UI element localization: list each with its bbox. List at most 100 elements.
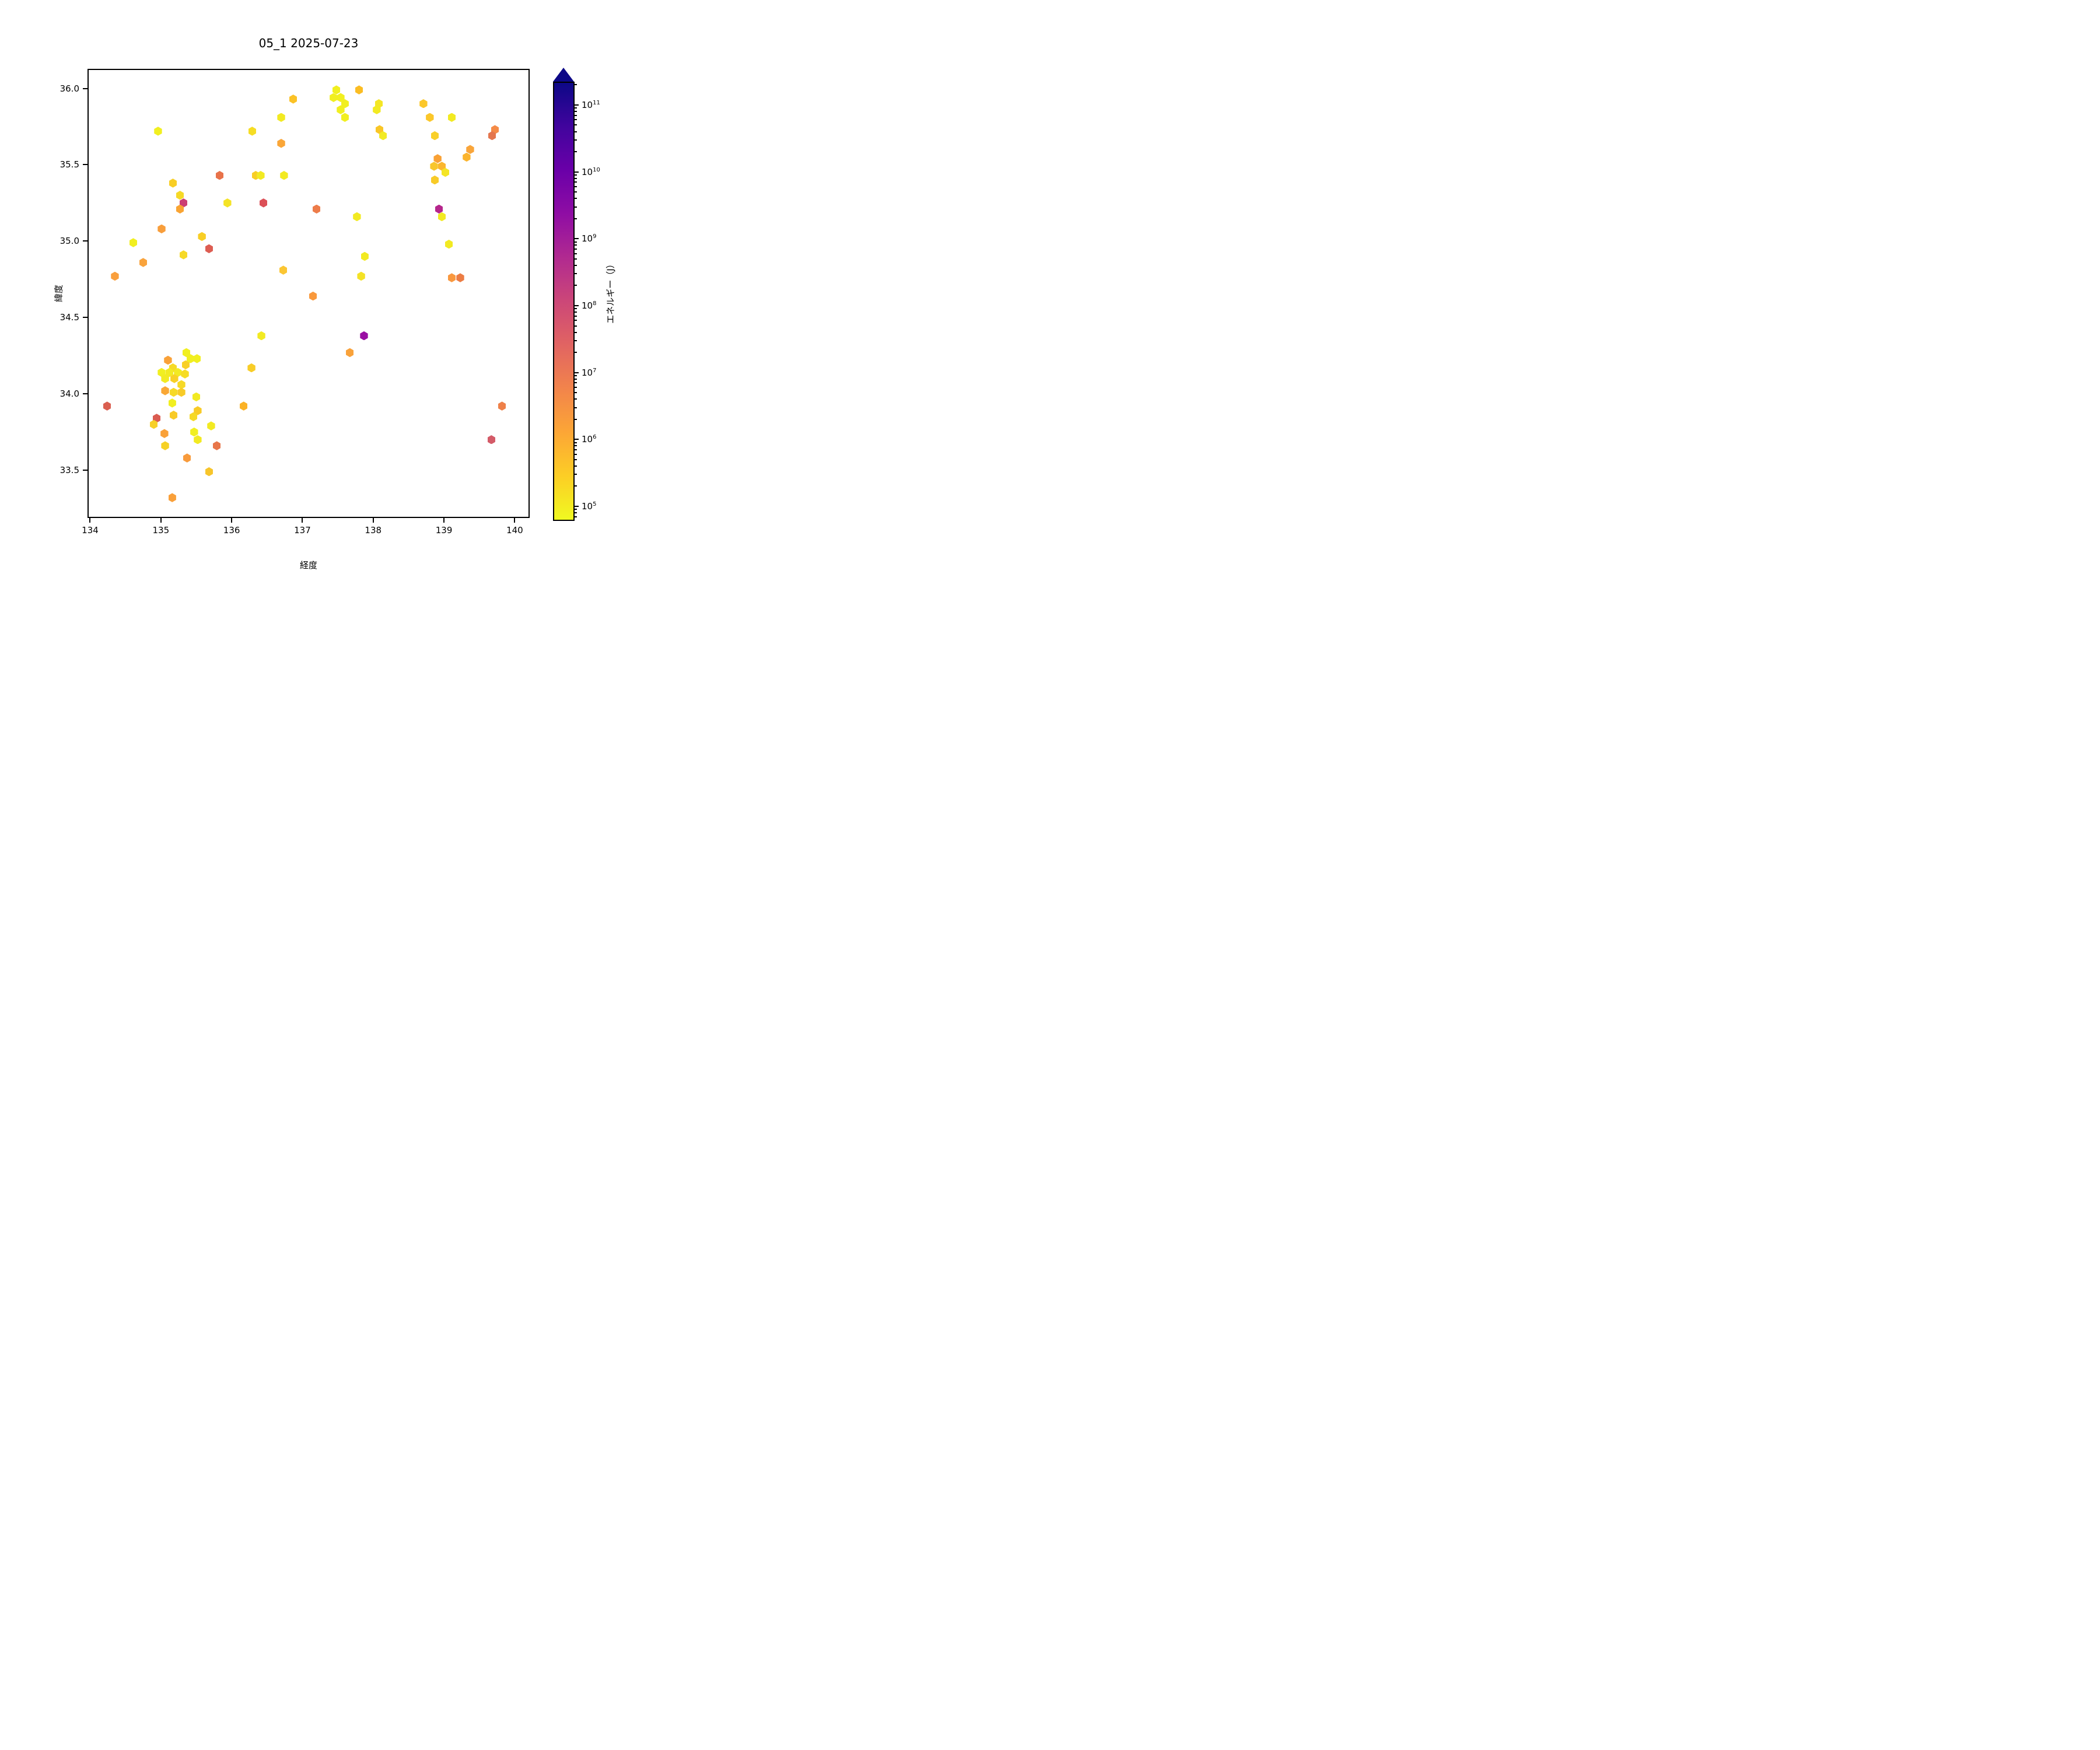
- colorbar-tick-label: 1011: [582, 99, 600, 110]
- hexbin-point: [466, 145, 474, 154]
- hexbin-point: [174, 368, 182, 377]
- x-axis-tick: [302, 518, 303, 523]
- hexbin-point: [463, 152, 471, 162]
- hexbin-point: [179, 198, 188, 208]
- figure: 05_1 2025-07-23 134 135 136 137 138 139 140 33.…: [0, 0, 700, 583]
- hexbin-point: [438, 212, 446, 222]
- hexbin-point: [277, 139, 285, 148]
- hexbin-point: [223, 198, 232, 208]
- colorbar-tick-label: 107: [582, 367, 597, 378]
- colorbar-major-tick: [575, 506, 579, 507]
- hexbin-point: [248, 127, 256, 136]
- hexbin-point: [160, 429, 169, 438]
- hexbin-point: [161, 374, 169, 383]
- hexbin-point: [289, 94, 298, 104]
- hexbin-point: [168, 398, 176, 408]
- hexbin-point: [313, 204, 321, 214]
- hexbin-point: [337, 93, 345, 102]
- hexbin-point: [447, 273, 456, 282]
- x-axis-tick-label: 140: [506, 525, 523, 536]
- x-axis-tick-label: 139: [435, 525, 453, 536]
- colorbar-minor-tick: [575, 177, 577, 179]
- colorbar-extend-arrow: [553, 68, 574, 82]
- hexbin-point: [183, 453, 191, 463]
- colorbar-major-tick: [575, 104, 579, 106]
- colorbar-minor-tick: [575, 387, 577, 388]
- y-axis-tick: [83, 470, 88, 471]
- hexbin-point: [430, 162, 438, 171]
- x-axis-label: 経度: [299, 560, 317, 570]
- colorbar-minor-tick: [575, 407, 577, 408]
- colorbar-minor-tick: [575, 398, 577, 400]
- colorbar-minor-tick: [575, 186, 577, 188]
- colorbar-major-tick: [575, 439, 579, 440]
- colorbar-minor-tick: [575, 131, 577, 132]
- colorbar-major-tick: [575, 304, 579, 306]
- hexbin-point: [355, 85, 363, 94]
- y-axis-tick-label: 36.0: [60, 83, 79, 94]
- colorbar-minor-tick: [575, 445, 577, 447]
- hexbin-point: [257, 170, 265, 180]
- hexbin-point: [360, 331, 368, 341]
- hexbin-point: [169, 387, 178, 397]
- colorbar-major-tick: [575, 171, 579, 173]
- y-axis-tick: [83, 240, 88, 242]
- y-axis-tick: [83, 317, 88, 318]
- x-axis-tick: [89, 518, 91, 523]
- hexbin-point: [373, 105, 381, 114]
- x-axis-tick-label: 137: [294, 525, 311, 536]
- colorbar-minor-tick: [575, 392, 577, 394]
- hexbin-point: [341, 113, 349, 122]
- colorbar-minor-tick: [575, 285, 577, 286]
- colorbar-minor-tick: [575, 340, 577, 341]
- colorbar-minor-tick: [575, 512, 577, 514]
- colorbar-minor-tick: [575, 119, 577, 121]
- hexbin-point: [205, 467, 213, 477]
- hexbin-point: [430, 175, 439, 185]
- colorbar-minor-tick: [575, 124, 577, 126]
- hexbin-point: [346, 348, 354, 358]
- hexbin-point: [192, 354, 201, 363]
- hexbin-point: [103, 401, 111, 411]
- hexbin-point: [247, 363, 256, 373]
- hexbin-point: [154, 127, 162, 136]
- x-axis-tick: [160, 518, 162, 523]
- hexbin-point: [170, 374, 178, 383]
- hexbin-point: [182, 348, 191, 358]
- hexbin-point: [177, 387, 186, 397]
- hexbin-point: [194, 435, 202, 444]
- hexbin-point: [260, 198, 268, 208]
- hexbin-point: [426, 113, 434, 122]
- hexbin-point: [240, 401, 248, 411]
- colorbar-minor-tick: [575, 253, 577, 254]
- hexbin-point: [487, 435, 496, 444]
- plot-area: [88, 69, 530, 518]
- hexbin-point: [212, 441, 221, 450]
- x-axis-tick-label: 136: [223, 525, 240, 536]
- hexbin-point: [179, 250, 188, 260]
- hexbin-point: [164, 355, 172, 365]
- hexbin-point: [309, 291, 317, 301]
- hexbin-point: [168, 493, 176, 502]
- hexbin-point: [149, 419, 158, 429]
- hexbin-point: [357, 271, 365, 281]
- hexbin-point: [447, 113, 456, 122]
- hexbin-point: [205, 244, 213, 254]
- colorbar-label: エネルギー（J）: [605, 260, 616, 324]
- hexbin-point: [169, 178, 177, 188]
- hexbin-point: [444, 239, 453, 249]
- hexbin-point: [187, 354, 195, 363]
- colorbar-minor-tick: [575, 174, 577, 176]
- hexbin-point: [176, 191, 184, 200]
- colorbar-minor-tick: [575, 84, 577, 86]
- colorbar-minor-tick: [575, 474, 577, 475]
- hexbin-point: [181, 369, 189, 379]
- x-axis-tick-label: 138: [365, 525, 382, 536]
- x-axis-tick-label: 135: [152, 525, 170, 536]
- colorbar-minor-tick: [575, 308, 577, 310]
- hexbin-point: [190, 427, 198, 437]
- colorbar-minor-tick: [575, 459, 577, 460]
- colorbar-minor-tick: [575, 181, 577, 183]
- colorbar-minor-tick: [575, 352, 577, 354]
- hexbin-point: [161, 386, 169, 396]
